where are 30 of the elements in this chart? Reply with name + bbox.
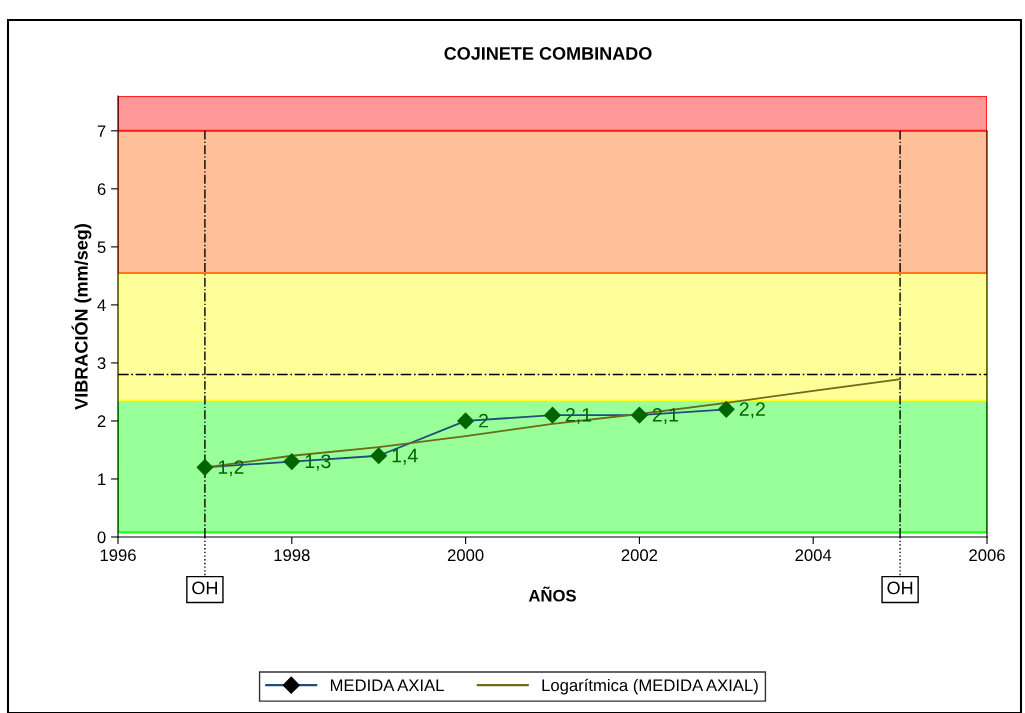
legend-label: MEDIDA AXIAL (330, 679, 444, 691)
x-axis-title: AÑOS (528, 586, 576, 602)
y-tick-label: 4 (97, 299, 106, 311)
point (196, 459, 214, 476)
point (457, 412, 474, 430)
point (283, 453, 301, 470)
x-tick-label: 2006 (969, 549, 1005, 562)
data-label: 2,2 (739, 402, 765, 419)
y-tick-label: 7 (97, 125, 106, 137)
point (631, 406, 648, 424)
ref-line-label: OH (887, 581, 913, 595)
chart-title: COJINETE COMBINADO (444, 47, 652, 60)
ref-line-label: OH (192, 581, 217, 595)
x-tick-label: 2002 (621, 549, 658, 562)
point (544, 406, 561, 424)
x-tick-label: 1998 (274, 549, 310, 562)
y-axis-title: VIBRACIÓN (mm/seg) (71, 224, 92, 410)
x-tick-label: 2000 (447, 549, 484, 562)
data-label: 1,4 (392, 448, 418, 465)
y-tick-label: 5 (97, 241, 106, 254)
y-tick-label: 6 (97, 183, 106, 196)
y-tick-label: 0 (97, 531, 106, 544)
point (370, 447, 388, 465)
legend-label: Logarítmica (MEDIDA AXIAL) (542, 678, 758, 695)
y-tick-label: 2 (97, 415, 106, 427)
x-tick-label: 1996 (100, 549, 136, 562)
x-tick-label: 2004 (795, 549, 832, 562)
y-tick-label: 1 (98, 473, 106, 486)
y-tick-label: 3 (97, 357, 106, 370)
point (717, 401, 735, 418)
